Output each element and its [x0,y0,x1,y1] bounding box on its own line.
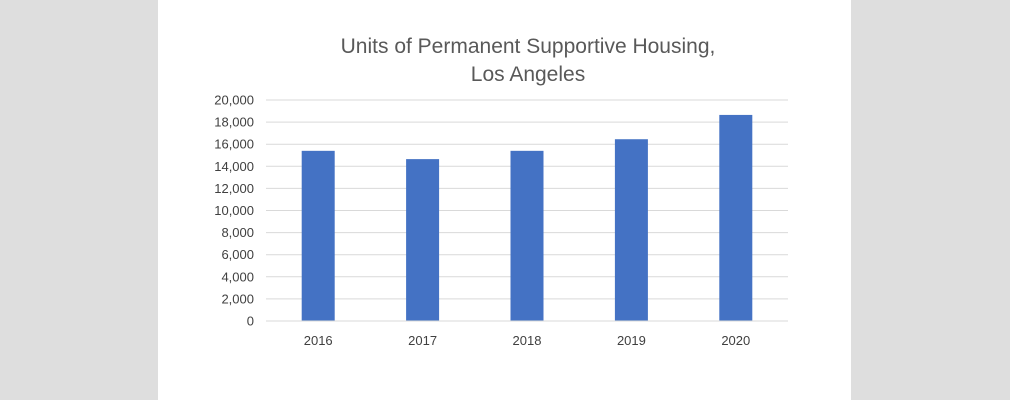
x-tick-label: 2019 [617,333,646,348]
chart-card: Units of Permanent Supportive Housing, L… [158,0,851,400]
x-axis-ticks: 2016 2017 2018 2019 2020 [304,333,751,348]
y-tick-label: 2,000 [221,291,254,306]
bar-2017 [406,159,440,321]
chart-title: Units of Permanent Supportive Housing, [341,35,716,58]
x-tick-label: 2016 [304,333,333,348]
y-tick-label: 4,000 [221,269,254,284]
y-tick-label: 0 [247,314,254,329]
y-tick-label: 16,000 [214,137,254,152]
y-tick-label: 6,000 [221,247,254,262]
bar-2016 [301,150,335,321]
bars [301,114,753,321]
y-tick-label: 12,000 [214,181,254,196]
y-tick-label: 8,000 [221,225,254,240]
x-tick-label: 2017 [408,333,437,348]
y-tick-label: 10,000 [214,203,254,218]
x-tick-label: 2018 [513,333,542,348]
chart-subtitle: Los Angeles [471,63,585,86]
x-tick-label: 2020 [721,333,750,348]
y-axis-ticks: 0 2,000 4,000 6,000 8,000 10,000 12,000 14,000 1… [214,93,254,329]
bar-chart: Units of Permanent Supportive Housing, L… [214,35,788,348]
y-tick-label: 20,000 [214,93,254,108]
bar-2018 [510,150,544,321]
bar-2019 [614,139,648,321]
y-tick-label: 14,000 [214,159,254,174]
bar-2020 [719,114,753,321]
y-tick-label: 18,000 [214,115,254,130]
